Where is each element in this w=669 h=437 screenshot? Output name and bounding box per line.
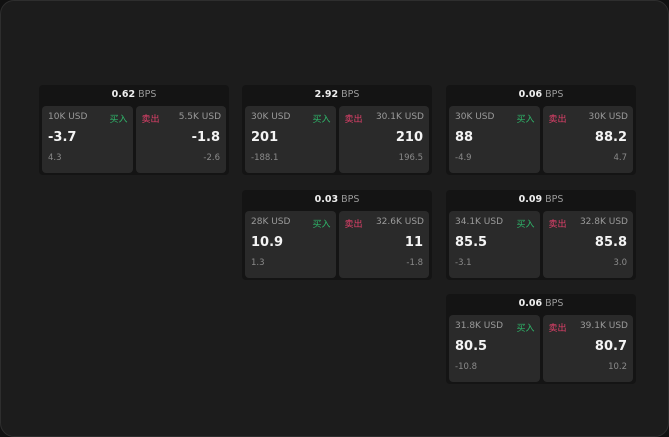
bid-price: 85.5 [455, 235, 488, 250]
buy-label: 买入 [109, 115, 128, 125]
ask-change: 196.5 [398, 153, 423, 163]
buy-panel[interactable]: 30K USD 买入 201 -188.1 [245, 106, 336, 173]
buy-panel[interactable]: 34.1K USD 买入 85.5 -3.1 [449, 211, 540, 278]
spread-header: 0.62 BPS [39, 85, 229, 105]
bid-price: 201 [251, 130, 279, 145]
spread-unit: BPS [138, 89, 157, 100]
ask-size: 30.1K USD [375, 112, 424, 122]
ask-price: 80.7 [594, 339, 627, 354]
ask-size: 32.6K USD [375, 217, 424, 227]
ask-change: -1.8 [406, 258, 423, 268]
quote-card: 0.06 BPS 30K USD 买入 88 -4.9 卖出 30K USD 88.… [446, 85, 636, 175]
bid-change: -188.1 [251, 153, 279, 163]
spread-header: 0.03 BPS [242, 190, 432, 210]
bid-change: 1.3 [251, 258, 265, 268]
sell-label: 卖出 [344, 115, 363, 125]
buy-label: 买入 [516, 220, 535, 230]
spread-unit: BPS [341, 194, 360, 205]
spread-unit: BPS [545, 194, 564, 205]
spread-unit: BPS [545, 89, 564, 100]
ask-change: -2.6 [203, 153, 220, 163]
ask-change: 10.2 [608, 362, 627, 372]
spread-unit: BPS [545, 298, 564, 309]
quote-card: 0.03 BPS 28K USD 买入 10.9 1.3 卖出 32.6K USD … [242, 190, 432, 280]
spread-value: 0.06 [518, 89, 543, 100]
sell-panel[interactable]: 卖出 30.1K USD 210 196.5 [338, 106, 429, 173]
spread-value: 0.03 [314, 194, 339, 205]
ask-change: 4.7 [613, 153, 627, 163]
spread-header: 0.06 BPS [446, 294, 636, 314]
bid-change: 4.3 [48, 153, 62, 163]
bid-size: 31.8K USD [455, 321, 504, 331]
bid-change: -3.1 [455, 258, 472, 268]
sell-panel[interactable]: 卖出 30K USD 88.2 4.7 [542, 106, 633, 173]
ask-size: 30K USD [588, 112, 628, 122]
sell-panel[interactable]: 卖出 32.8K USD 85.8 3.0 [542, 211, 633, 278]
bid-price: 80.5 [455, 339, 488, 354]
spread-unit: BPS [341, 89, 360, 100]
buy-panel[interactable]: 10K USD 买入 -3.7 4.3 [42, 106, 133, 173]
sell-label: 卖出 [344, 220, 363, 230]
bid-price: 88 [455, 130, 474, 145]
ask-price: 210 [395, 130, 423, 145]
sell-panel[interactable]: 卖出 39.1K USD 80.7 10.2 [542, 315, 633, 382]
buy-label: 买入 [312, 115, 331, 125]
buy-label: 买入 [516, 115, 535, 125]
bid-change: -10.8 [455, 362, 477, 372]
bid-size: 30K USD [455, 112, 495, 122]
ask-size: 5.5K USD [178, 112, 221, 122]
bid-size: 30K USD [251, 112, 291, 122]
spread-header: 0.09 BPS [446, 190, 636, 210]
ask-price: 11 [404, 235, 423, 250]
sell-panel[interactable]: 卖出 5.5K USD -1.8 -2.6 [135, 106, 226, 173]
sell-panel[interactable]: 卖出 32.6K USD 11 -1.8 [338, 211, 429, 278]
buy-label: 买入 [516, 324, 535, 334]
spread-header: 0.06 BPS [446, 85, 636, 105]
spread-value: 0.62 [111, 89, 136, 100]
ask-price: -1.8 [191, 130, 220, 145]
sell-label: 卖出 [141, 115, 160, 125]
bid-price: -3.7 [48, 130, 77, 145]
spread-header: 2.92 BPS [242, 85, 432, 105]
spread-value: 0.09 [518, 194, 543, 205]
spread-value: 2.92 [314, 89, 339, 100]
ask-change: 3.0 [613, 258, 627, 268]
quote-card: 0.09 BPS 34.1K USD 买入 85.5 -3.1 卖出 32.8K U… [446, 190, 636, 280]
buy-panel[interactable]: 30K USD 买入 88 -4.9 [449, 106, 540, 173]
bid-size: 34.1K USD [455, 217, 504, 227]
quote-card: 2.92 BPS 30K USD 买入 201 -188.1 卖出 30.1K US… [242, 85, 432, 175]
ask-price: 85.8 [594, 235, 627, 250]
buy-panel[interactable]: 31.8K USD 买入 80.5 -10.8 [449, 315, 540, 382]
spread-value: 0.06 [518, 298, 543, 309]
bid-price: 10.9 [251, 235, 284, 250]
ask-size: 39.1K USD [579, 321, 628, 331]
sell-label: 卖出 [548, 220, 567, 230]
buy-panel[interactable]: 28K USD 买入 10.9 1.3 [245, 211, 336, 278]
buy-label: 买入 [312, 220, 331, 230]
sell-label: 卖出 [548, 115, 567, 125]
sell-label: 卖出 [548, 324, 567, 334]
bid-change: -4.9 [455, 153, 472, 163]
ask-price: 88.2 [594, 130, 627, 145]
bid-size: 28K USD [251, 217, 291, 227]
bid-size: 10K USD [48, 112, 88, 122]
quote-card: 0.62 BPS 10K USD 买入 -3.7 4.3 卖出 5.5K USD -… [39, 85, 229, 175]
quote-card: 0.06 BPS 31.8K USD 买入 80.5 -10.8 卖出 39.1K … [446, 294, 636, 384]
ask-size: 32.8K USD [579, 217, 628, 227]
